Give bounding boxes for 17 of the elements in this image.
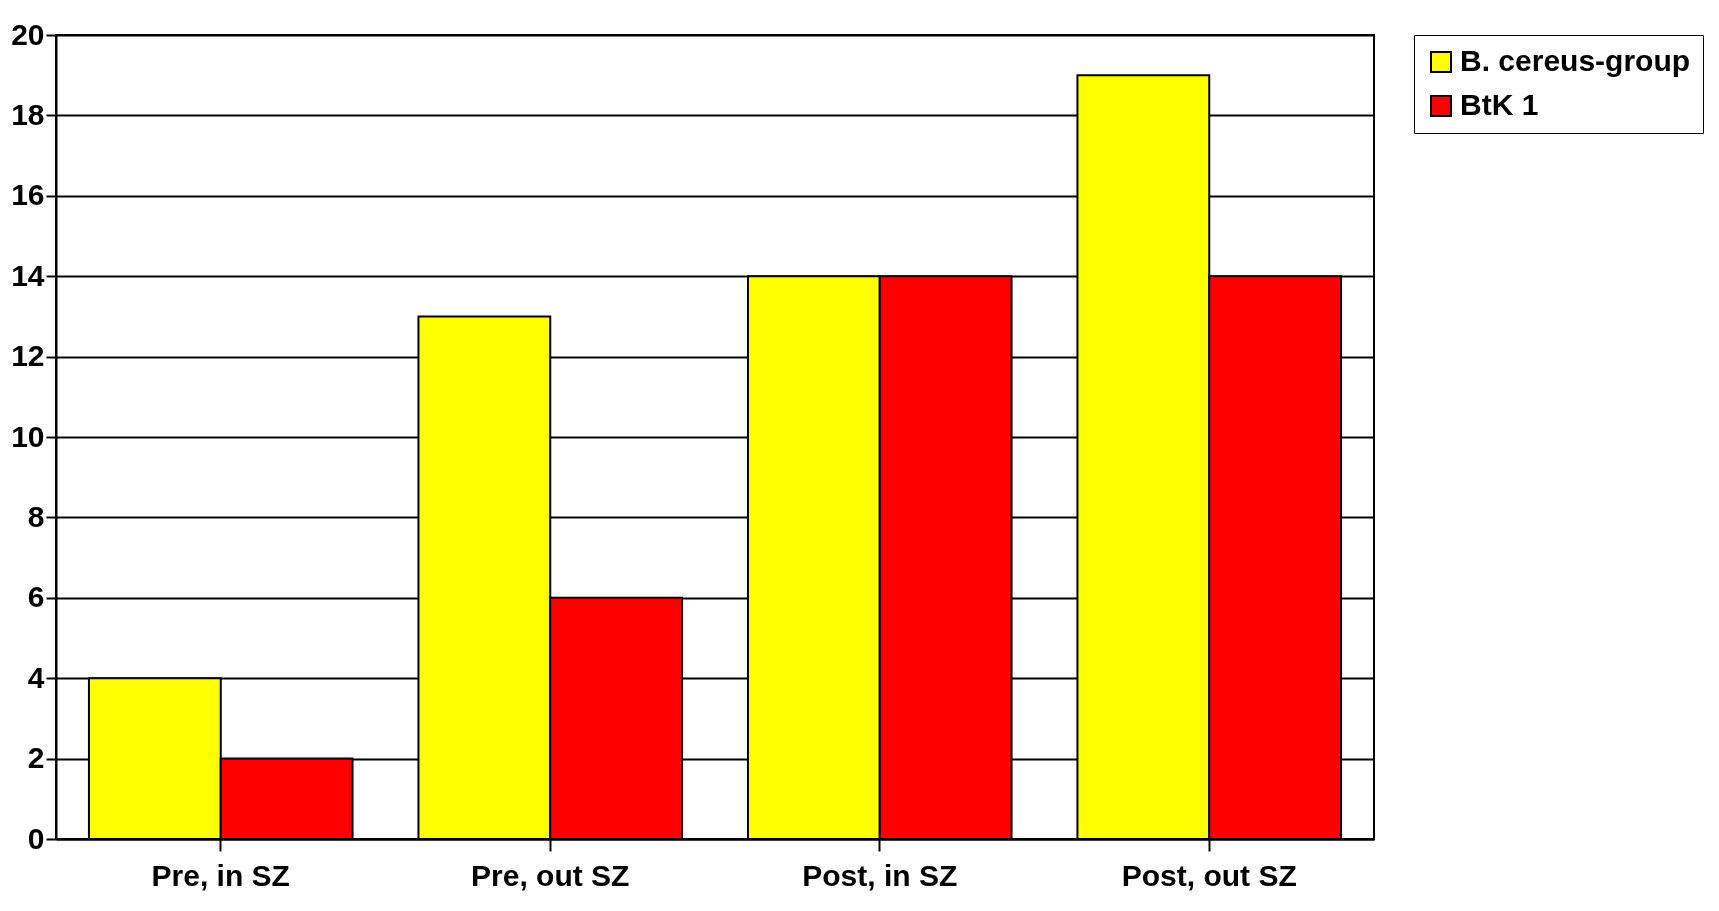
x-tick-label: Post, in SZ: [802, 858, 958, 892]
x-tick-label: Post, out SZ: [1121, 858, 1297, 892]
y-tick-label: 14: [11, 258, 45, 292]
y-tick-label: 4: [27, 660, 45, 694]
y-tick-label: 12: [11, 339, 45, 373]
y-tick-label: 8: [27, 499, 45, 533]
y-tick-label: 6: [27, 580, 45, 614]
x-tick-label: Pre, out SZ: [471, 858, 630, 892]
y-tick-label: 16: [11, 178, 45, 212]
y-tick-label: 20: [11, 17, 45, 51]
y-tick-label: 0: [27, 821, 45, 855]
y-tick-label: 10: [11, 419, 45, 453]
legend-label: BtK 1: [1460, 88, 1539, 121]
legend-label: B. cereus-group: [1460, 44, 1691, 77]
y-tick-label: 2: [27, 741, 45, 775]
x-tick-label: Pre, in SZ: [151, 858, 290, 892]
y-tick-label: 18: [11, 97, 45, 131]
